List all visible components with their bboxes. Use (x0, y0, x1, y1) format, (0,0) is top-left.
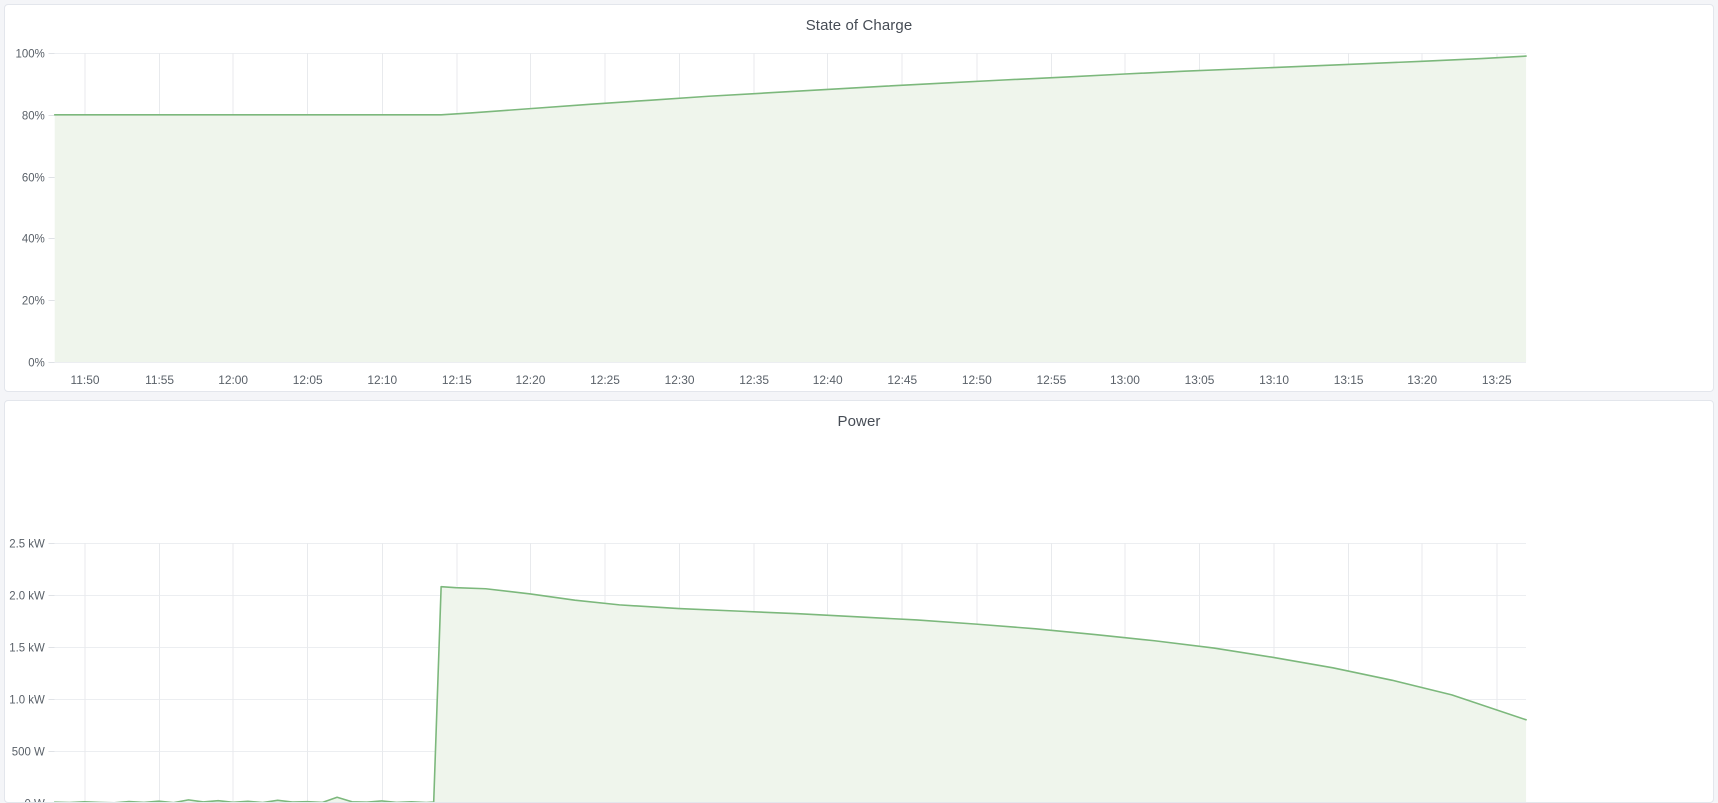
y-axis-tick-label: 2.0 kW (9, 591, 45, 603)
x-axis-tick-label: 12:30 (665, 373, 695, 387)
x-axis-tick-label: 11:50 (71, 373, 100, 387)
x-axis-tick-label: 12:40 (813, 373, 843, 387)
y-axis-tick-label: 500 W (12, 747, 45, 759)
y-axis-tick-label: 2.5 kW (9, 539, 45, 551)
y-axis-tick-label: 40% (22, 233, 45, 245)
x-axis-tick-label: 12:20 (516, 373, 546, 387)
y-axis-tick-label: 60% (22, 172, 45, 184)
y-axis-tick-label: 80% (22, 110, 45, 122)
series-line (53, 585, 1527, 803)
x-axis-tick-label: 13:05 (1185, 373, 1215, 387)
y-axis-tick-label: 1.5 kW (9, 643, 45, 655)
panel-state-of-charge[interactable]: State of Charge 0% 20% 40% 60% 80% 100% 11:50 1… (4, 4, 1714, 393)
chart-svg-power: 0 W 500 W 1.0 kW 1.5 kW 2.0 kW 2.5 kW (9, 539, 1527, 803)
x-axis-tick-label: 13:25 (1482, 373, 1512, 387)
y-axis-tick-label: 0 W (24, 799, 44, 803)
x-axis-tick-label: 12:25 (590, 373, 620, 387)
x-axis-tick-label: 12:55 (1036, 373, 1066, 387)
x-axis-tick-label: 13:20 (1407, 373, 1437, 387)
series-area-fill (54, 56, 1527, 363)
panel-title-state-of-charge: State of Charge (805, 17, 913, 34)
y-axis-tick-label: 1.0 kW (9, 695, 45, 707)
x-axis-tick-label: 12:50 (962, 373, 992, 387)
x-axis-tick-label: 13:15 (1334, 373, 1364, 387)
y-axis-tick-label: 0% (28, 357, 45, 369)
x-axis-tick-label: 12:00 (218, 373, 248, 387)
x-axis-tick-label: 11:55 (145, 373, 174, 387)
x-axis-tick-label: 12:10 (367, 373, 397, 387)
series-line (53, 55, 1527, 116)
x-axis-tick-label: 12:45 (887, 373, 917, 387)
x-axis-tick-label: 12:35 (739, 373, 769, 387)
y-axis-tick-label: 20% (22, 295, 45, 307)
x-axis-tick-label: 12:05 (293, 373, 323, 387)
panel-title-power: Power (837, 413, 881, 431)
x-axis-tick-label: 12:15 (442, 373, 472, 387)
series-area-fill (80, 586, 1527, 803)
chart-svg-state-of-charge: 0% 20% 40% 60% 80% 100% 11:50 11:55 12:00 12:05 12… (16, 48, 1527, 387)
chart-state-of-charge[interactable]: 0% 20% 40% 60% 80% 100% 11:50 11:55 12:00 12:05 12… (5, 39, 1713, 389)
y-axis-tick-label: 100% (16, 48, 45, 60)
panel-power[interactable]: Power 0 W 500 W 1.0 kW 1.5 kW 2.0 kW 2.5 kW (4, 400, 1714, 803)
x-axis-tick-label: 13:10 (1259, 373, 1289, 387)
chart-power[interactable]: 0 W 500 W 1.0 kW 1.5 kW 2.0 kW 2.5 kW (5, 431, 1713, 803)
x-axis-tick-label: 13:00 (1110, 373, 1140, 387)
